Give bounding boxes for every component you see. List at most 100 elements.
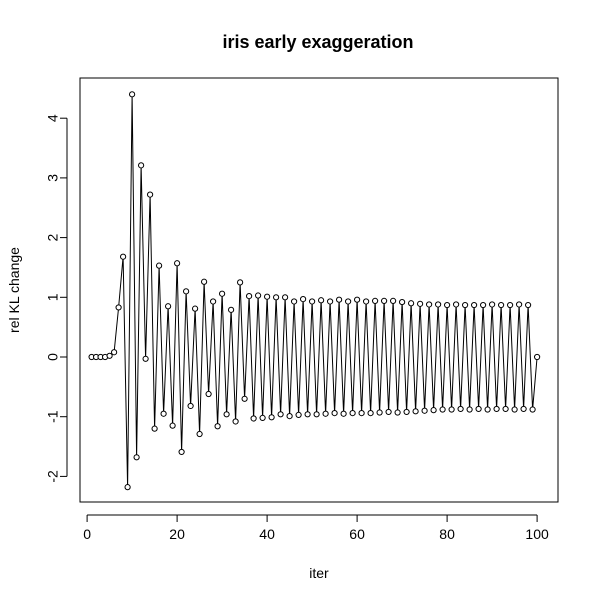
data-point [120, 253, 127, 260]
data-point [385, 408, 392, 416]
data-point [394, 409, 401, 416]
data-point [516, 301, 523, 308]
x-tick-label: 80 [439, 526, 455, 542]
data-point [169, 422, 176, 429]
data-point [493, 405, 500, 413]
x-tick-label: 20 [169, 526, 185, 542]
data-point [412, 408, 419, 415]
data-point [471, 301, 478, 309]
data-point [264, 293, 271, 300]
data-point [286, 413, 293, 420]
x-tick-label: 60 [349, 526, 365, 542]
data-point [313, 411, 320, 418]
data-point [390, 297, 397, 304]
x-tick-label: 100 [525, 526, 549, 542]
y-tick-label: -2 [45, 470, 61, 483]
data-point [457, 405, 464, 413]
data-point [210, 298, 217, 305]
data-point [259, 414, 266, 421]
y-axis: -2 -1 0 1 2 3 4 [45, 114, 68, 483]
data-point [435, 301, 442, 308]
y-axis-label: rel KL change [6, 247, 22, 333]
data-point [282, 294, 289, 301]
data-point [115, 304, 122, 311]
data-point [408, 300, 415, 307]
data-point [165, 303, 172, 310]
x-axis: 0 20 40 60 80 100 [83, 514, 549, 542]
data-point [444, 301, 451, 309]
data-point [480, 301, 487, 309]
data-point [336, 296, 343, 303]
data-point [421, 407, 428, 414]
data-point [241, 395, 248, 402]
data-point [246, 293, 253, 300]
data-point [448, 406, 455, 413]
data-point [489, 301, 496, 308]
data-point [376, 409, 383, 416]
data-point [196, 430, 203, 438]
y-tick-label: 0 [45, 353, 61, 361]
data-point [484, 406, 491, 413]
y-tick-label: -1 [45, 410, 61, 423]
data-point [327, 298, 334, 305]
data-point [511, 406, 518, 413]
data-point [138, 162, 145, 169]
data-point [273, 294, 280, 301]
data-point [255, 292, 262, 299]
data-point [417, 300, 424, 307]
data-point [291, 298, 298, 305]
data-point [381, 297, 388, 304]
data-point [187, 402, 194, 410]
data-point [268, 414, 275, 421]
data-point [223, 411, 230, 418]
data-point [363, 298, 370, 305]
data-point [228, 306, 235, 313]
chart-title: iris early exaggeration [222, 32, 413, 52]
data-point [534, 353, 541, 361]
data-point [151, 425, 158, 432]
y-tick-label: 4 [45, 114, 61, 122]
data-point [250, 415, 257, 422]
data-point [232, 418, 239, 425]
data-point [520, 405, 527, 413]
data-point [309, 298, 316, 305]
data-point [372, 297, 379, 304]
data-point [178, 448, 185, 456]
series-layer [88, 91, 541, 491]
data-point [345, 298, 352, 305]
data-point [466, 406, 473, 413]
data-point [502, 405, 509, 413]
data-point [507, 301, 514, 309]
data-point [205, 390, 212, 398]
data-point [201, 278, 208, 285]
data-point [331, 410, 338, 417]
data-point [160, 410, 167, 417]
data-point [426, 301, 433, 308]
data-point [462, 301, 469, 309]
x-tick-label: 0 [83, 526, 91, 542]
y-tick-label: 1 [45, 293, 61, 301]
data-point [525, 301, 532, 309]
data-point [498, 301, 505, 309]
data-point [214, 423, 221, 430]
data-point [354, 296, 361, 303]
data-point [295, 411, 302, 419]
data-point [318, 297, 325, 304]
series-line [91, 94, 538, 488]
x-tick-label: 40 [259, 526, 275, 542]
data-point [439, 406, 446, 413]
data-point [129, 91, 136, 98]
data-point [237, 279, 244, 286]
data-point [399, 298, 406, 306]
data-point [147, 191, 154, 198]
data-point [430, 407, 437, 414]
data-point [277, 411, 284, 418]
data-point [219, 290, 226, 297]
data-point [183, 288, 190, 295]
data-point [111, 349, 118, 356]
data-point [340, 410, 347, 417]
data-point [322, 410, 329, 417]
data-point [156, 262, 163, 269]
y-tick-label: 2 [45, 233, 61, 241]
